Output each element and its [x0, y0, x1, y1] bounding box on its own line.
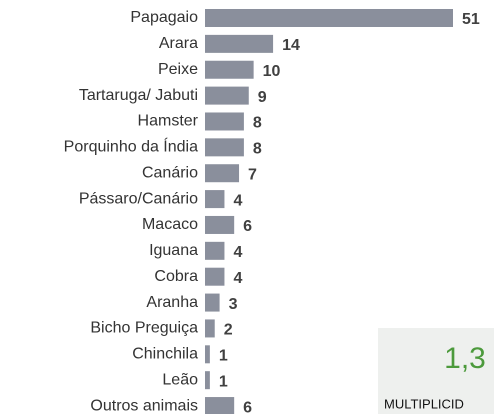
bar — [205, 397, 235, 414]
badge-label: MULTIPLICID — [384, 396, 464, 411]
bar — [205, 371, 210, 390]
bar — [205, 164, 240, 183]
badge: 1,3 MULTIPLICID — [378, 328, 494, 414]
bar — [205, 112, 244, 131]
category-label: Outros animais — [90, 397, 198, 414]
bar — [205, 215, 235, 234]
category-label: Chinchila — [132, 346, 198, 363]
value-label: 9 — [258, 89, 267, 106]
value-label: 3 — [229, 296, 238, 313]
bar — [205, 293, 220, 312]
value-label: 8 — [253, 141, 262, 158]
bar — [205, 9, 453, 27]
category-label: Porquinho da Índia — [64, 137, 198, 156]
category-label: Cobra — [154, 268, 198, 285]
value-label: 51 — [462, 11, 480, 28]
value-label: 10 — [263, 63, 281, 80]
badge-box — [378, 328, 494, 414]
category-label: Tartaruga/ Jabuti — [79, 87, 198, 104]
bar — [205, 267, 225, 286]
bar — [205, 190, 225, 209]
value-label: 8 — [253, 115, 262, 132]
value-label: 4 — [233, 244, 242, 261]
category-label: Bicho Preguiça — [90, 320, 198, 337]
bar — [205, 241, 225, 260]
category-label: Pássaro/Canário — [79, 190, 198, 207]
value-label: 4 — [233, 192, 242, 209]
category-label: Peixe — [158, 61, 198, 78]
bar — [205, 60, 254, 79]
value-label: 6 — [243, 218, 252, 235]
category-label: Aranha — [146, 294, 198, 311]
bar — [205, 345, 210, 364]
value-label: 1 — [219, 373, 228, 390]
value-label: 2 — [224, 322, 233, 339]
bar — [205, 319, 215, 338]
category-label: Macaco — [142, 216, 198, 233]
value-label: 7 — [248, 166, 257, 183]
value-label: 1 — [219, 348, 228, 365]
badge-value: 1,3 — [444, 342, 486, 375]
category-label: Canário — [142, 164, 198, 181]
category-label: Iguana — [149, 242, 198, 259]
category-label: Arara — [159, 35, 198, 52]
category-label: Papagaio — [130, 9, 198, 26]
category-label: Hamster — [138, 113, 199, 130]
category-label: Leão — [162, 371, 198, 388]
value-label: 4 — [233, 270, 242, 287]
bar — [205, 138, 244, 157]
value-label: 6 — [243, 399, 252, 414]
bar — [205, 86, 249, 105]
bar — [205, 34, 274, 53]
value-label: 14 — [282, 37, 300, 54]
